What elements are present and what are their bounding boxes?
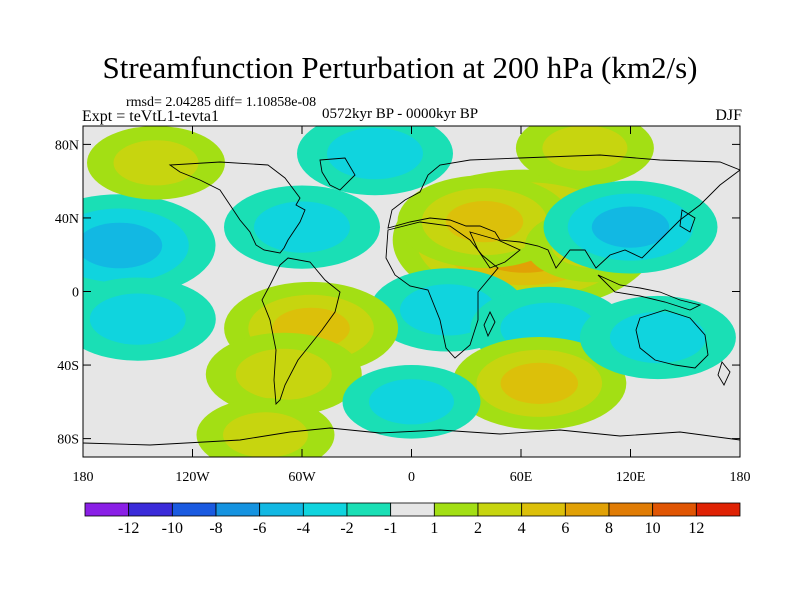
colorbar-swatch — [433, 502, 479, 517]
lat-tick-label: 40N — [55, 212, 79, 227]
colorbar-swatch — [259, 502, 304, 517]
colorbar-label: 1 — [430, 520, 438, 537]
period-label: 0572kyr BP - 0000kyr BP — [322, 106, 479, 122]
south-pacific-low-contour — [89, 293, 186, 345]
colorbar-label: -10 — [162, 520, 183, 537]
chart-title: Streamfunction Perturbation at 200 hPa (… — [102, 50, 698, 85]
colorbar-label: -8 — [209, 520, 222, 537]
colorbar-label: -4 — [297, 520, 310, 537]
lon-tick-label: 0 — [408, 470, 415, 485]
colorbar-swatch — [652, 502, 697, 517]
colorbar-swatch — [128, 502, 173, 517]
lon-tick-label: 120W — [175, 470, 210, 485]
japan-coast — [679, 209, 696, 233]
lon-tick-label: 120E — [616, 470, 646, 485]
lon-tick-label: 180 — [73, 470, 94, 485]
colorbar-swatch — [477, 502, 523, 517]
australia-low-contour — [609, 311, 706, 364]
north-pacific-low-contour — [83, 222, 163, 269]
colorbar-label: 8 — [605, 520, 613, 537]
experiment-label: Expt = teVtL1-tevta1 — [82, 108, 219, 125]
indian-ocean-high-contour — [500, 362, 578, 404]
arabia-ridge-contour — [445, 201, 524, 243]
north-america-coast — [168, 161, 306, 254]
west-pacific-low-contour — [591, 206, 670, 248]
colorbar-swatch — [390, 502, 435, 517]
lat-tick-label: 40S — [57, 359, 79, 374]
antarctica-coast — [83, 427, 740, 446]
southern-ocean-high-contour — [235, 348, 332, 400]
colorbar-swatch — [346, 502, 392, 517]
colorbar-swatch — [564, 502, 610, 517]
colorbar: -12 -10 -8 -6 -4 -2 -1 1 2 4 6 8 10 12 — [84, 502, 741, 537]
antarctic-high-contour — [223, 412, 308, 457]
alaska-high-contour — [113, 140, 199, 186]
colorbar-label: -12 — [118, 520, 139, 537]
lon-tick-label: 180 — [730, 470, 751, 485]
colorbar-label: 6 — [561, 520, 569, 537]
colorbar-swatch — [521, 502, 566, 517]
subantarctic-low-contour — [369, 379, 454, 425]
greenland-coast — [319, 157, 356, 191]
africa-coast — [385, 221, 499, 359]
south-america-coast — [261, 257, 341, 406]
madagascar-coast — [483, 310, 496, 338]
arabia-coast — [469, 231, 521, 269]
rmsd-stat: rmsd= 2.04285 diff= 1.10858e-08 — [126, 95, 317, 110]
indonesia-coast — [597, 274, 702, 311]
coastlines — [83, 154, 740, 446]
siberia-high-contour — [542, 126, 628, 171]
australia-coast — [635, 309, 709, 369]
lat-tick-label: 0 — [72, 286, 79, 301]
colorbar-label: 2 — [474, 520, 482, 537]
colorbar-label: -2 — [340, 520, 353, 537]
lon-tick-label: 60W — [288, 470, 316, 485]
lat-tick-label: 80S — [57, 433, 79, 448]
colorbar-swatch — [695, 502, 741, 517]
colorbar-label: 4 — [518, 520, 526, 537]
eurasia-coast — [387, 154, 740, 269]
lat-tick-label: 80N — [55, 138, 79, 153]
colorbar-label: -1 — [384, 520, 397, 537]
season-label: DJF — [715, 107, 742, 124]
colorbar-label: 10 — [645, 520, 661, 537]
colorbar-label: -6 — [253, 520, 266, 537]
arctic-low-contour — [327, 128, 423, 180]
colorbar-swatch — [84, 502, 130, 517]
colorbar-swatch — [215, 502, 261, 517]
colorbar-label: 12 — [688, 520, 704, 537]
north-atlantic-low-contour — [254, 201, 350, 253]
colorbar-swatch — [608, 502, 654, 517]
new-zealand-coast — [717, 361, 731, 386]
anomaly-layer — [83, 126, 736, 457]
lon-tick-label: 60E — [510, 470, 533, 485]
colorbar-swatch — [171, 502, 217, 517]
colorbar-swatch — [302, 502, 348, 517]
axes: 80N 40N 0 40S 80S 180 120W 60W 0 60E 120E 180 — [55, 126, 751, 485]
